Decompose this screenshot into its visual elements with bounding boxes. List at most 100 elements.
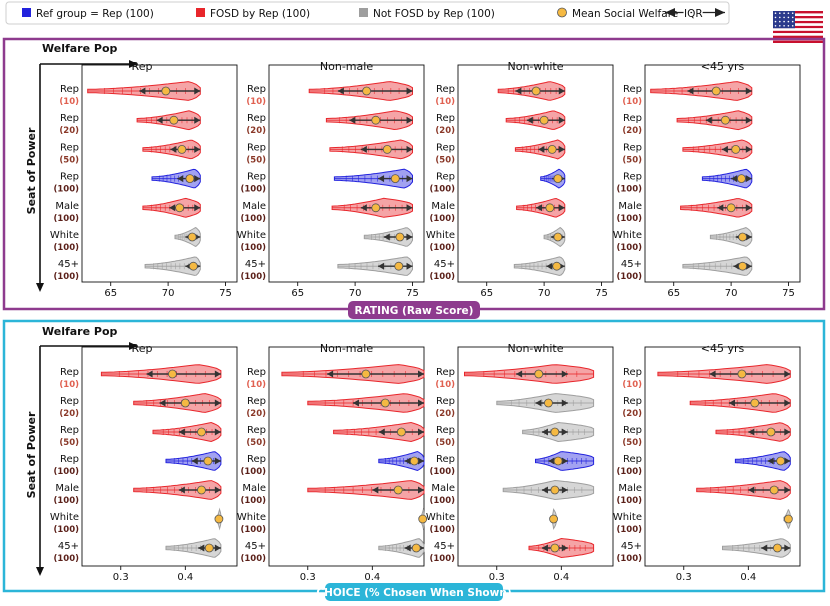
seat-arrow-head	[36, 567, 44, 576]
legend-swatch	[22, 8, 31, 17]
row-label: White	[50, 230, 79, 241]
iqr-arrow-left	[352, 399, 359, 407]
violin-row-6: 45+ (100)	[616, 256, 753, 282]
seat-of-power-label: Seat of Power	[25, 411, 38, 498]
panel-axes	[81, 346, 238, 567]
panel-axes	[457, 64, 614, 283]
iqr-arrow-right	[214, 370, 221, 378]
flag-star	[779, 12, 781, 14]
mean-marker	[553, 456, 563, 466]
flag-stripe-white	[773, 18, 823, 21]
row-label: Male	[55, 201, 79, 212]
iqr-arrow-left	[515, 87, 522, 95]
iqr-arrow-left	[721, 145, 728, 153]
legend-label: IQR	[684, 8, 703, 20]
panel-title: Rep	[132, 60, 153, 73]
legend-item-2: Not FOSD by Rep (100)	[359, 8, 495, 20]
row-count: (100)	[53, 185, 79, 195]
mean-marker	[720, 115, 730, 125]
iqr-arrow-left	[177, 175, 184, 183]
mean-marker	[550, 543, 560, 553]
row-label: Rep	[436, 367, 455, 378]
x-tick-label: 0.3	[489, 572, 505, 583]
iqr-arrow-right	[561, 544, 568, 552]
legend-item-4: IQR	[665, 7, 725, 22]
iqr-arrow-right	[561, 370, 568, 378]
x-tick-label: 75	[406, 288, 419, 299]
row-count: (100)	[53, 243, 79, 253]
row-label: Rep	[60, 425, 79, 436]
x-tick-label: 75	[219, 288, 232, 299]
iqr-arrow-right	[418, 370, 424, 378]
row-count: (20)	[622, 409, 642, 419]
flag-stripe	[773, 11, 823, 14]
row-label: Rep	[436, 425, 455, 436]
iqr-arrow-right	[561, 428, 568, 436]
x-tick-label: 0.3	[676, 572, 692, 583]
row-count: (100)	[616, 272, 642, 282]
panel-axes	[457, 346, 614, 567]
row-label: 45+	[434, 541, 455, 552]
mean-marker	[204, 543, 214, 553]
row-label: Rep	[436, 142, 455, 153]
row-label: Rep	[436, 172, 455, 183]
row-label: Male	[618, 201, 642, 212]
violin-row-3: Rep (100)	[429, 451, 595, 477]
row-count: (100)	[53, 554, 79, 564]
x-tick-label: 0.4	[177, 572, 193, 583]
row-count: (50)	[246, 155, 266, 165]
panel-title: Non-white	[507, 342, 563, 355]
iqr-arrow-left	[541, 428, 548, 436]
violin-row-2: Rep (50)	[435, 421, 595, 448]
iqr-arrow-left	[139, 87, 146, 95]
mean-marker	[393, 485, 403, 495]
row-count: (10)	[246, 97, 266, 107]
panel-title: Non-white	[507, 60, 563, 73]
iqr-arrow-right	[406, 233, 413, 241]
row-label: Rep	[623, 84, 642, 95]
welfare-arrow-head	[129, 60, 138, 68]
panel-1: Non-male 0.3 0.4 Rep (10) Rep (20) Rep (50) Rep (1…	[237, 342, 428, 583]
iqr-arrow-left	[717, 204, 724, 212]
mean-marker	[553, 232, 563, 242]
row-count: (20)	[435, 126, 455, 136]
mean-marker	[168, 369, 177, 379]
row-count: (100)	[53, 525, 79, 535]
row-label: White	[237, 230, 266, 241]
x-tick-label: 0.4	[364, 572, 380, 583]
mean-marker	[544, 398, 553, 408]
violin-row-6: 45+ (100)	[53, 538, 222, 564]
row-label: Male	[55, 483, 79, 494]
mean-marker	[380, 398, 390, 408]
row-count: (100)	[616, 525, 642, 535]
iqr-arrow-left	[360, 145, 367, 153]
x-tick-label: 70	[349, 288, 362, 299]
row-count: (50)	[435, 155, 455, 165]
row-label: Rep	[623, 367, 642, 378]
violin-row-4: Male (100)	[616, 198, 753, 224]
row-label: Rep	[247, 367, 266, 378]
row-label: Rep	[623, 113, 642, 124]
iqr-arrow-right	[745, 175, 752, 183]
panel-axes	[644, 346, 801, 567]
flag-star	[791, 16, 794, 19]
row-count: (50)	[435, 438, 455, 448]
x-tick-label: 70	[725, 288, 738, 299]
row-label: 45+	[58, 541, 79, 552]
row-label: Rep	[436, 396, 455, 407]
row-count: (10)	[622, 380, 642, 390]
welfare-pop-label: Welfare Pop	[42, 325, 118, 338]
iqr-arrow-right	[406, 262, 413, 270]
row-label: Male	[242, 201, 266, 212]
iqr-arrow-right	[194, 87, 201, 95]
flag-stripe	[773, 25, 823, 29]
row-count: (10)	[435, 97, 455, 107]
flag-star	[791, 12, 794, 14]
iqr-arrow-right	[194, 204, 201, 212]
violin-row-6: 45+ (100)	[240, 256, 413, 282]
x-tick-label: 70	[162, 288, 175, 299]
mean-marker	[783, 514, 793, 524]
flag-stripe-white	[773, 28, 823, 31]
